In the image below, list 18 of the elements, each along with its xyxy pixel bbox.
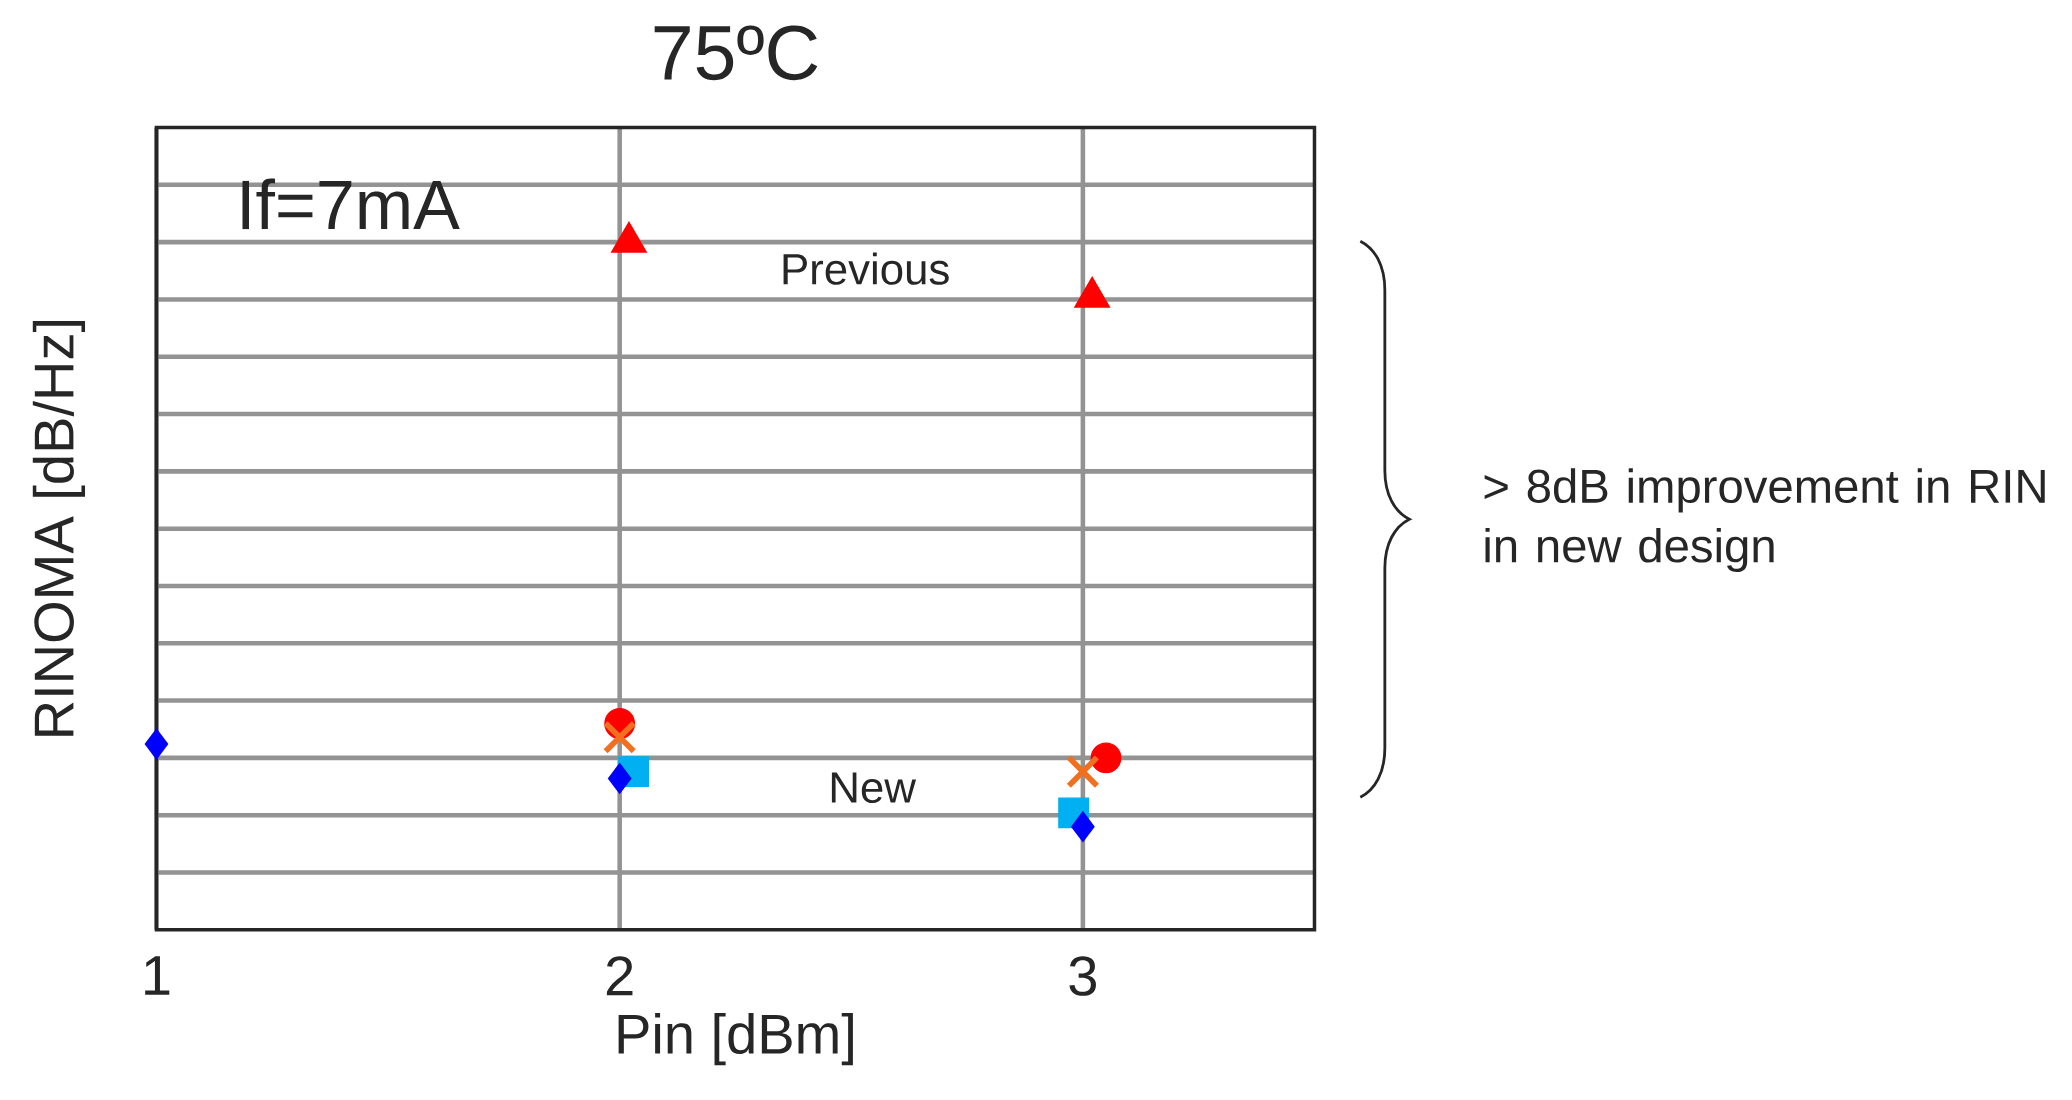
text: If=7mA xyxy=(242,178,460,229)
point xyxy=(144,728,169,760)
x-tick-label: 2 xyxy=(606,956,633,996)
point xyxy=(1074,276,1111,308)
chart-title: 75ºC xyxy=(654,25,818,81)
text: > 8dB improvement in RIN in new design xyxy=(1484,468,2045,572)
annotation: New xyxy=(831,772,917,803)
point xyxy=(1066,754,1100,789)
x-tick-label: 3 xyxy=(1069,956,1096,996)
point xyxy=(1071,811,1095,842)
point xyxy=(611,221,647,253)
point xyxy=(602,720,637,754)
point xyxy=(1090,742,1122,774)
y-axis-title: RINOMA [dB/Hz] xyxy=(32,320,86,736)
point xyxy=(607,762,632,794)
x-tick-label: 1 xyxy=(145,956,170,995)
x-axis-title: Pin [dBm] xyxy=(618,1012,853,1066)
annotation: Previous xyxy=(783,252,949,285)
